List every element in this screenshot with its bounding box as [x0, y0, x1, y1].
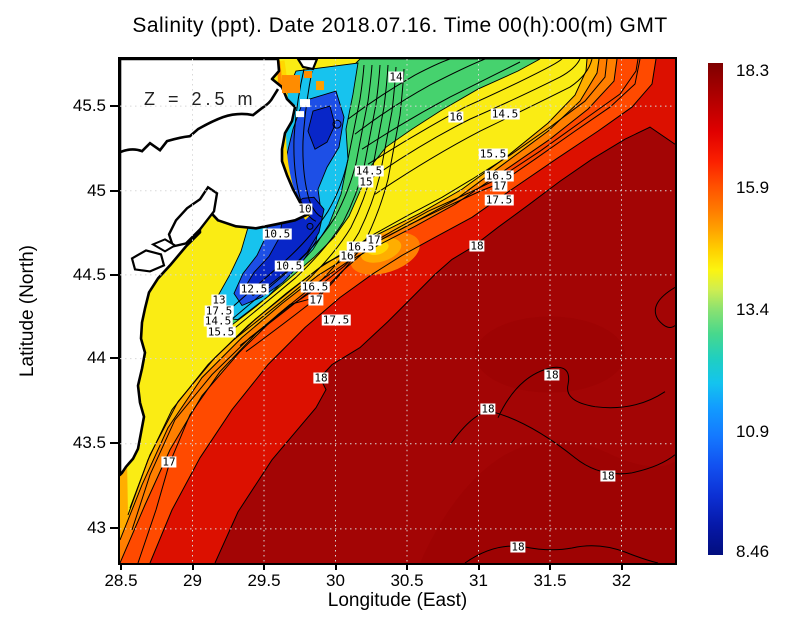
y-tick-mark [110, 273, 118, 276]
x-tick-mark [120, 563, 122, 570]
x-tick-label: 31 [469, 571, 488, 590]
x-tick-label: 29.5 [247, 571, 281, 590]
contour-label: 10.5 [274, 259, 304, 273]
contour-label: 10.5 [262, 227, 292, 241]
contour-label: 16 [448, 110, 464, 124]
contour-label: 13 [211, 293, 227, 307]
contour-label: 14 [388, 70, 404, 84]
y-tick-label: 43 [87, 518, 106, 537]
x-tick-mark [334, 563, 337, 570]
contour-label: 16 [339, 249, 355, 263]
contour-label: 18 [544, 368, 560, 382]
contour-label: 17.5 [204, 304, 234, 318]
x-tick-mark [191, 563, 194, 570]
y-tick-label: 45.5 [72, 96, 106, 115]
y-tick-label: 44.5 [72, 264, 106, 284]
x-tick-label: 31.5 [533, 571, 567, 590]
map-plot-area: Z = 2.5 m 14 16 14.5 15.5 16.5 17 17.5 18 14.5 15… [118, 57, 677, 565]
y-axis-title: Latitude (North) [17, 245, 38, 378]
contour-label: 14.5 [490, 107, 520, 121]
depth-annotation: Z = 2.5 m [144, 89, 257, 109]
contour-label: 16.5 [346, 240, 376, 254]
x-tick-mark [620, 563, 623, 570]
contour-label: 14.5 [203, 314, 233, 328]
colorbar-tick-label: 8.46 [736, 542, 770, 561]
contour-label: 14.5 [354, 164, 384, 178]
y-tick-label: 43.5 [72, 433, 106, 452]
x-tick-label: 29 [183, 571, 202, 590]
x-tick-label: 28.5 [104, 571, 138, 590]
x-tick-label: 32 [612, 571, 631, 590]
x-tick-mark [477, 563, 480, 570]
contour-label: 15.5 [206, 325, 236, 339]
contour-label: 17 [161, 455, 177, 469]
colorbar-tick-label: 10.9 [736, 422, 770, 441]
x-tick-mark [549, 563, 551, 570]
y-tick-mark [110, 527, 118, 529]
contour-label: 18 [313, 371, 329, 385]
y-tick-mark [110, 357, 118, 359]
x-tick-mark [406, 563, 408, 570]
colorbar-tick-label: 18.3 [736, 61, 770, 80]
salinity-contour-map [120, 59, 675, 563]
chart-title: Salinity (ppt). Date 2018.07.16. Time 00… [132, 14, 668, 37]
contour-label: 18 [510, 540, 526, 554]
x-axis-title: Longitude (East) [327, 590, 468, 611]
contour-label: 15 [358, 175, 374, 189]
contour-label: 17 [308, 293, 324, 307]
y-tick-label: 45 [87, 180, 106, 200]
contour-label: 16.5 [484, 169, 514, 183]
x-tick-label: 30.5 [390, 571, 424, 590]
contour-label: 18 [600, 469, 616, 483]
x-tick-mark [263, 563, 265, 570]
y-tick-mark [110, 442, 118, 444]
contour-label: 10 [297, 202, 313, 216]
y-tick-mark [110, 189, 118, 192]
contour-label: 12.5 [239, 282, 269, 296]
colorbar-tick-label: 15.9 [736, 178, 770, 197]
contour-label: 17 [366, 233, 382, 247]
colorbar [708, 63, 723, 555]
contour-label: 16.5 [300, 280, 330, 294]
contour-label: 18 [480, 402, 496, 416]
contour-label: 17.5 [484, 193, 514, 207]
contour-label: 17.5 [321, 313, 351, 327]
y-tick-mark [110, 105, 118, 107]
contour-label: 15.5 [478, 147, 508, 161]
x-tick-label: 30 [326, 571, 345, 590]
contour-label: 17 [492, 179, 508, 193]
colorbar-tick-label: 13.4 [736, 300, 770, 319]
contour-label: 18 [469, 239, 485, 253]
y-tick-label: 44 [87, 348, 106, 367]
